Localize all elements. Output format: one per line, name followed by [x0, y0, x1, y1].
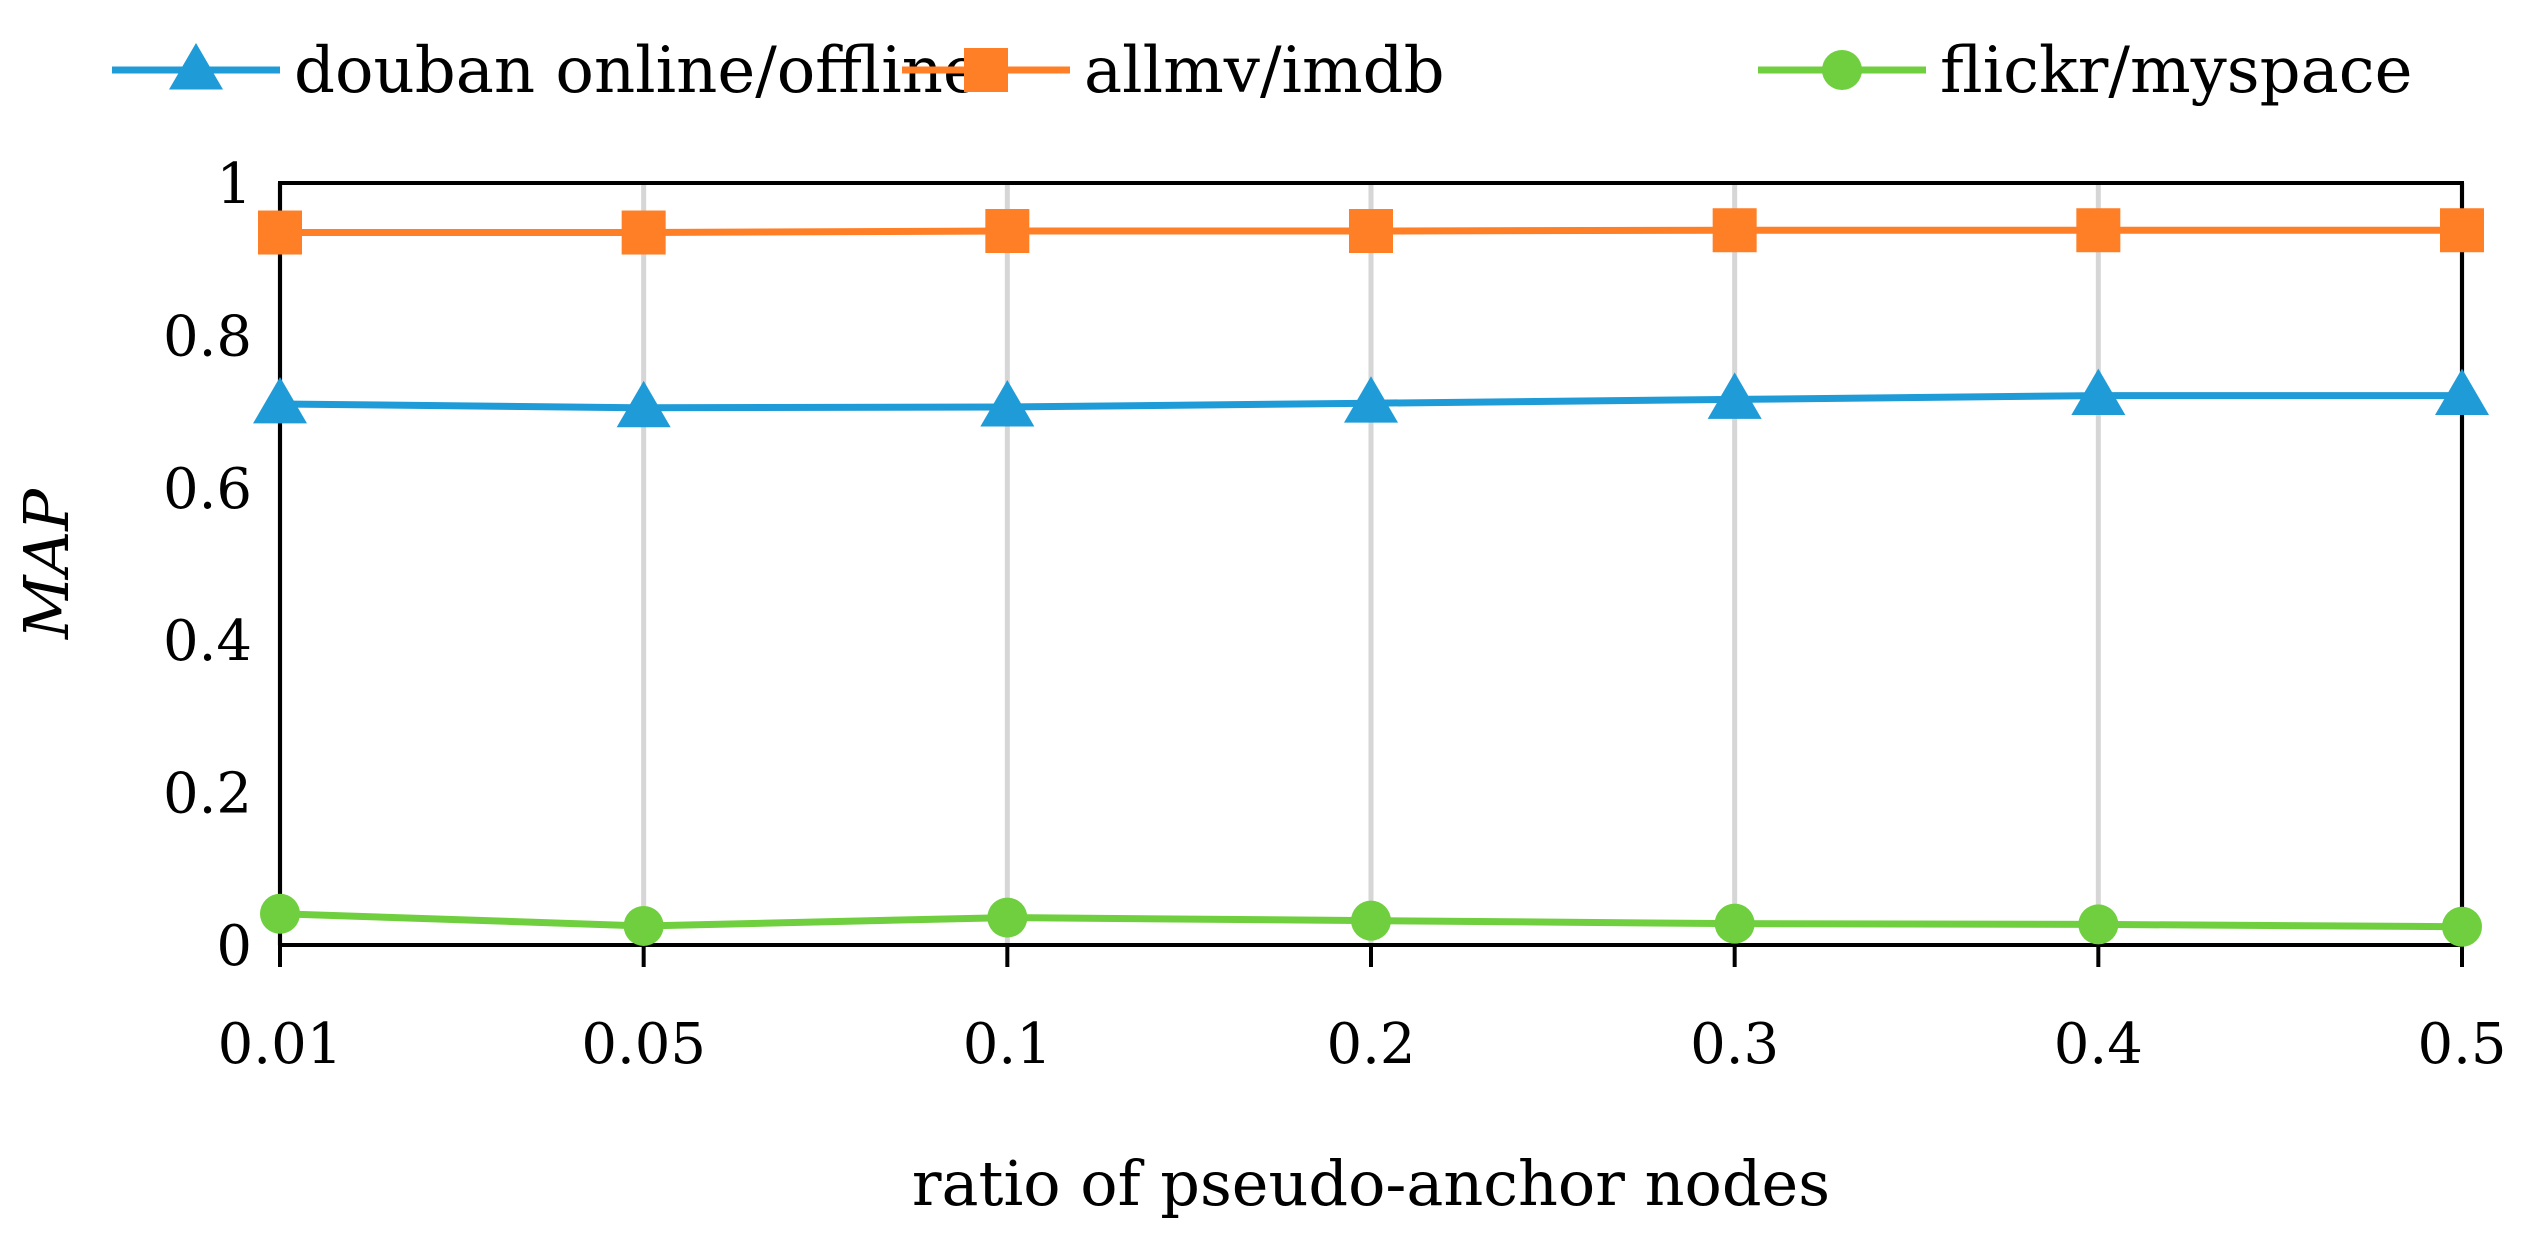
- x-tick-label: 0.1: [963, 1012, 1052, 1077]
- x-tick-label: 0.4: [2054, 1012, 2143, 1077]
- series-allmv-imdb: [258, 208, 2484, 255]
- y-tick-label: 0: [216, 914, 252, 979]
- data-point-douban-online-offline: [1344, 376, 1398, 423]
- legend: douban online/offline allmv/imdb flickr/my…: [112, 34, 2412, 108]
- data-point-douban-online-offline: [253, 376, 307, 424]
- data-point-flickr-myspace: [1351, 900, 1391, 941]
- data-point-douban-online-offline: [616, 380, 671, 428]
- data-point-allmv-imdb: [1712, 208, 1757, 253]
- data-point-flickr-myspace: [987, 897, 1028, 938]
- data-point-flickr-myspace: [623, 905, 664, 946]
- legend-label: flickr/myspace: [1940, 34, 2412, 108]
- y-tick-label: 0.6: [163, 457, 252, 522]
- x-tick-label: 0.01: [218, 1012, 343, 1077]
- x-axis-title: ratio of pseudo-anchor nodes: [912, 1147, 1830, 1220]
- legend-item-douban-online-offline: douban online/offline: [112, 34, 981, 108]
- series-douban-online-offline: [253, 368, 2489, 428]
- data-point-flickr-myspace: [260, 893, 300, 934]
- series-layer: [253, 208, 2489, 947]
- legend-marker: [964, 48, 1008, 92]
- y-tick-label: 0.4: [163, 609, 252, 674]
- data-point-allmv-imdb: [258, 210, 302, 255]
- axes: [278, 181, 2464, 967]
- y-tick-label: 0.2: [163, 762, 252, 827]
- x-tick-label: 0.2: [1326, 1012, 1415, 1077]
- labels-layer: 0.01 0.05 0.1 0.2 0.3 0.4 0.5 0 0.2 0.4 0.6 0.8 1: [163, 152, 2507, 1077]
- y-axis-title: MAP: [10, 488, 83, 640]
- gridlines: [277, 183, 2465, 945]
- data-point-allmv-imdb: [985, 209, 1030, 254]
- data-point-douban-online-offline: [2071, 368, 2126, 416]
- legend-marker: [1822, 50, 1862, 90]
- y-tick-label: 0.8: [163, 304, 252, 369]
- y-tick-label: 1: [216, 152, 252, 217]
- x-tick-label: 0.5: [2417, 1012, 2506, 1077]
- data-point-allmv-imdb: [2076, 208, 2121, 253]
- legend-label: allmv/imdb: [1084, 34, 1445, 108]
- data-point-flickr-myspace: [2442, 906, 2482, 947]
- data-point-allmv-imdb: [621, 210, 666, 255]
- data-point-flickr-myspace: [2078, 904, 2119, 945]
- data-point-flickr-myspace: [1714, 903, 1755, 944]
- data-point-douban-online-offline: [980, 380, 1035, 427]
- data-point-douban-online-offline: [2435, 368, 2489, 416]
- x-tick-label: 0.3: [1690, 1012, 1779, 1077]
- legend-marker: [169, 43, 223, 90]
- legend-item-flickr-myspace: flickr/myspace: [1758, 34, 2412, 108]
- data-point-allmv-imdb: [1349, 209, 1393, 254]
- data-point-douban-online-offline: [1707, 372, 1762, 419]
- legend-item-allmv-imdb: allmv/imdb: [902, 34, 1445, 108]
- series-flickr-myspace: [260, 893, 2482, 947]
- data-point-allmv-imdb: [2440, 208, 2484, 253]
- legend-label: douban online/offline: [294, 34, 981, 108]
- x-tick-label: 0.05: [581, 1012, 706, 1077]
